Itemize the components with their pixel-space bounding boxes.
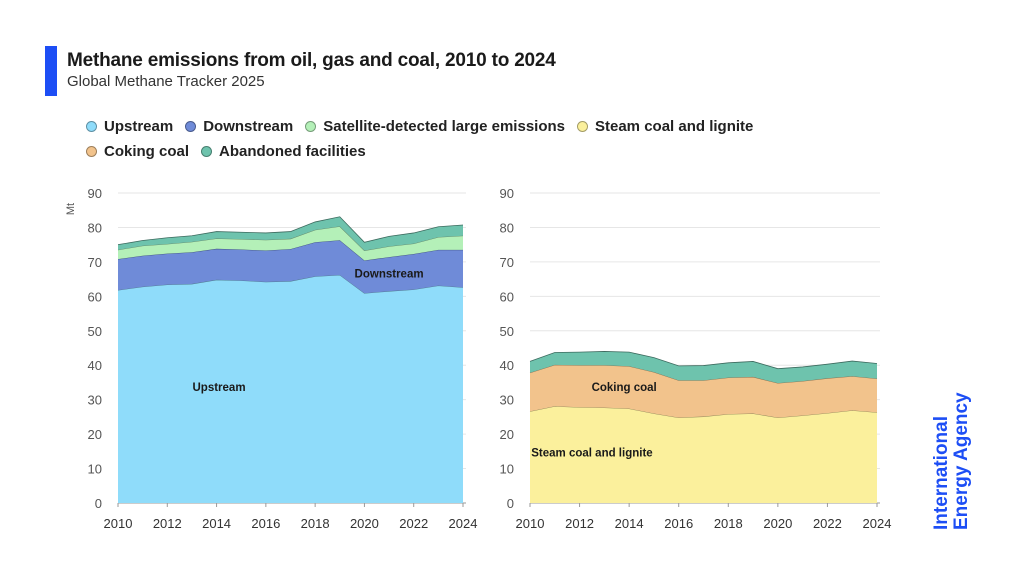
series-line <box>117 216 464 246</box>
y-tick-label: 10 <box>88 462 102 477</box>
x-tick-label: 2012 <box>153 516 182 531</box>
x-tick-label: 2020 <box>350 516 379 531</box>
brand-line-1: International <box>931 415 952 530</box>
area-series <box>118 226 463 261</box>
legend-swatch <box>305 121 317 132</box>
legend-swatch <box>185 121 197 132</box>
y-tick-label: 90 <box>500 186 514 201</box>
area-series <box>118 274 463 503</box>
y-tick-label: 70 <box>88 255 102 270</box>
legend-item: Steam coal and lignite <box>577 118 753 135</box>
area-series <box>530 364 877 418</box>
legend-swatch <box>86 121 97 132</box>
x-tick-label: 2014 <box>202 516 231 531</box>
chart-title: Methane emissions from oil, gas and coal… <box>67 50 556 71</box>
area-series <box>530 406 877 503</box>
chart-1: 0 10 20 30 40 50 60 70 80 90 2010 2012 2014 2016 2018 2… <box>65 186 477 531</box>
x-tick-label: 2024 <box>449 516 478 531</box>
x-tick-label: 2022 <box>399 516 428 531</box>
chart-subtitle: Global Methane Tracker 2025 <box>67 73 265 90</box>
legend-item: Downstream <box>185 118 293 135</box>
legend-item: Abandoned facilities <box>201 143 366 160</box>
y-tick-label: 50 <box>500 324 514 339</box>
y-tick-label: 0 <box>95 496 102 511</box>
x-tick-label: 2024 <box>863 516 892 531</box>
y-tick-label: 30 <box>500 393 514 408</box>
y-tick-label: 90 <box>88 186 102 201</box>
area-annotation: Upstream <box>193 382 246 394</box>
y-tick-label: 80 <box>88 220 102 235</box>
x-tick-label: 2018 <box>714 516 743 531</box>
legend-label: Coking coal <box>104 143 190 160</box>
y-axis-label: Mt <box>65 203 77 215</box>
legend-swatch <box>577 121 588 132</box>
y-tick-label: 60 <box>88 289 102 304</box>
area-annotation: Downstream <box>355 268 424 280</box>
legend-swatch <box>86 146 97 157</box>
legend: Upstream Downstream Satellite-detected lar… <box>86 114 806 164</box>
legend-label: Downstream <box>203 118 294 135</box>
x-tick-label: 2020 <box>763 516 792 531</box>
area-annotation: Coking coal <box>592 382 657 394</box>
y-tick-label: 80 <box>500 220 514 235</box>
y-tick-label: 20 <box>500 427 514 442</box>
chart-2: 0 10 20 30 40 50 60 70 80 90 2010 2012 2014 2016 2018 2… <box>500 186 892 531</box>
legend-label: Steam coal and lignite <box>595 118 754 135</box>
legend-label: Abandoned facilities <box>219 143 366 160</box>
brand-line-2: Energy Agency <box>951 392 972 530</box>
x-tick-label: 2016 <box>251 516 280 531</box>
x-tick-label: 2022 <box>813 516 842 531</box>
legend-item: Coking coal <box>86 143 189 160</box>
x-tick-label: 2010 <box>104 516 133 531</box>
area-series <box>530 351 877 384</box>
y-tick-label: 40 <box>500 358 514 373</box>
y-tick-label: 40 <box>88 358 102 373</box>
y-tick-label: 30 <box>88 393 102 408</box>
series-line <box>529 351 878 370</box>
iea-logo: International Energy Agency <box>931 330 972 530</box>
legend-row: Upstream Downstream Satellite-detected lar… <box>86 114 806 139</box>
y-tick-label: 50 <box>88 324 102 339</box>
y-tick-label: 20 <box>88 427 102 442</box>
y-tick-label: 0 <box>507 496 514 511</box>
accent-bar <box>45 46 57 96</box>
area-series <box>118 240 463 294</box>
x-tick-label: 2012 <box>565 516 594 531</box>
x-tick-label: 2010 <box>516 516 545 531</box>
x-tick-label: 2016 <box>664 516 693 531</box>
legend-row: Coking coal Abandoned facilities <box>86 139 806 164</box>
y-tick-label: 70 <box>500 255 514 270</box>
legend-swatch <box>201 146 213 157</box>
y-tick-label: 60 <box>500 289 514 304</box>
area-annotation: Steam coal and lignite <box>531 448 652 460</box>
legend-label: Satellite-detected large emissions <box>323 118 565 135</box>
legend-item: Upstream <box>86 118 173 135</box>
x-tick-label: 2014 <box>615 516 644 531</box>
y-tick-label: 10 <box>500 462 514 477</box>
legend-label: Upstream <box>104 118 174 135</box>
legend-item: Satellite-detected large emissions <box>305 118 565 135</box>
x-tick-label: 2018 <box>301 516 330 531</box>
area-series <box>118 216 463 251</box>
